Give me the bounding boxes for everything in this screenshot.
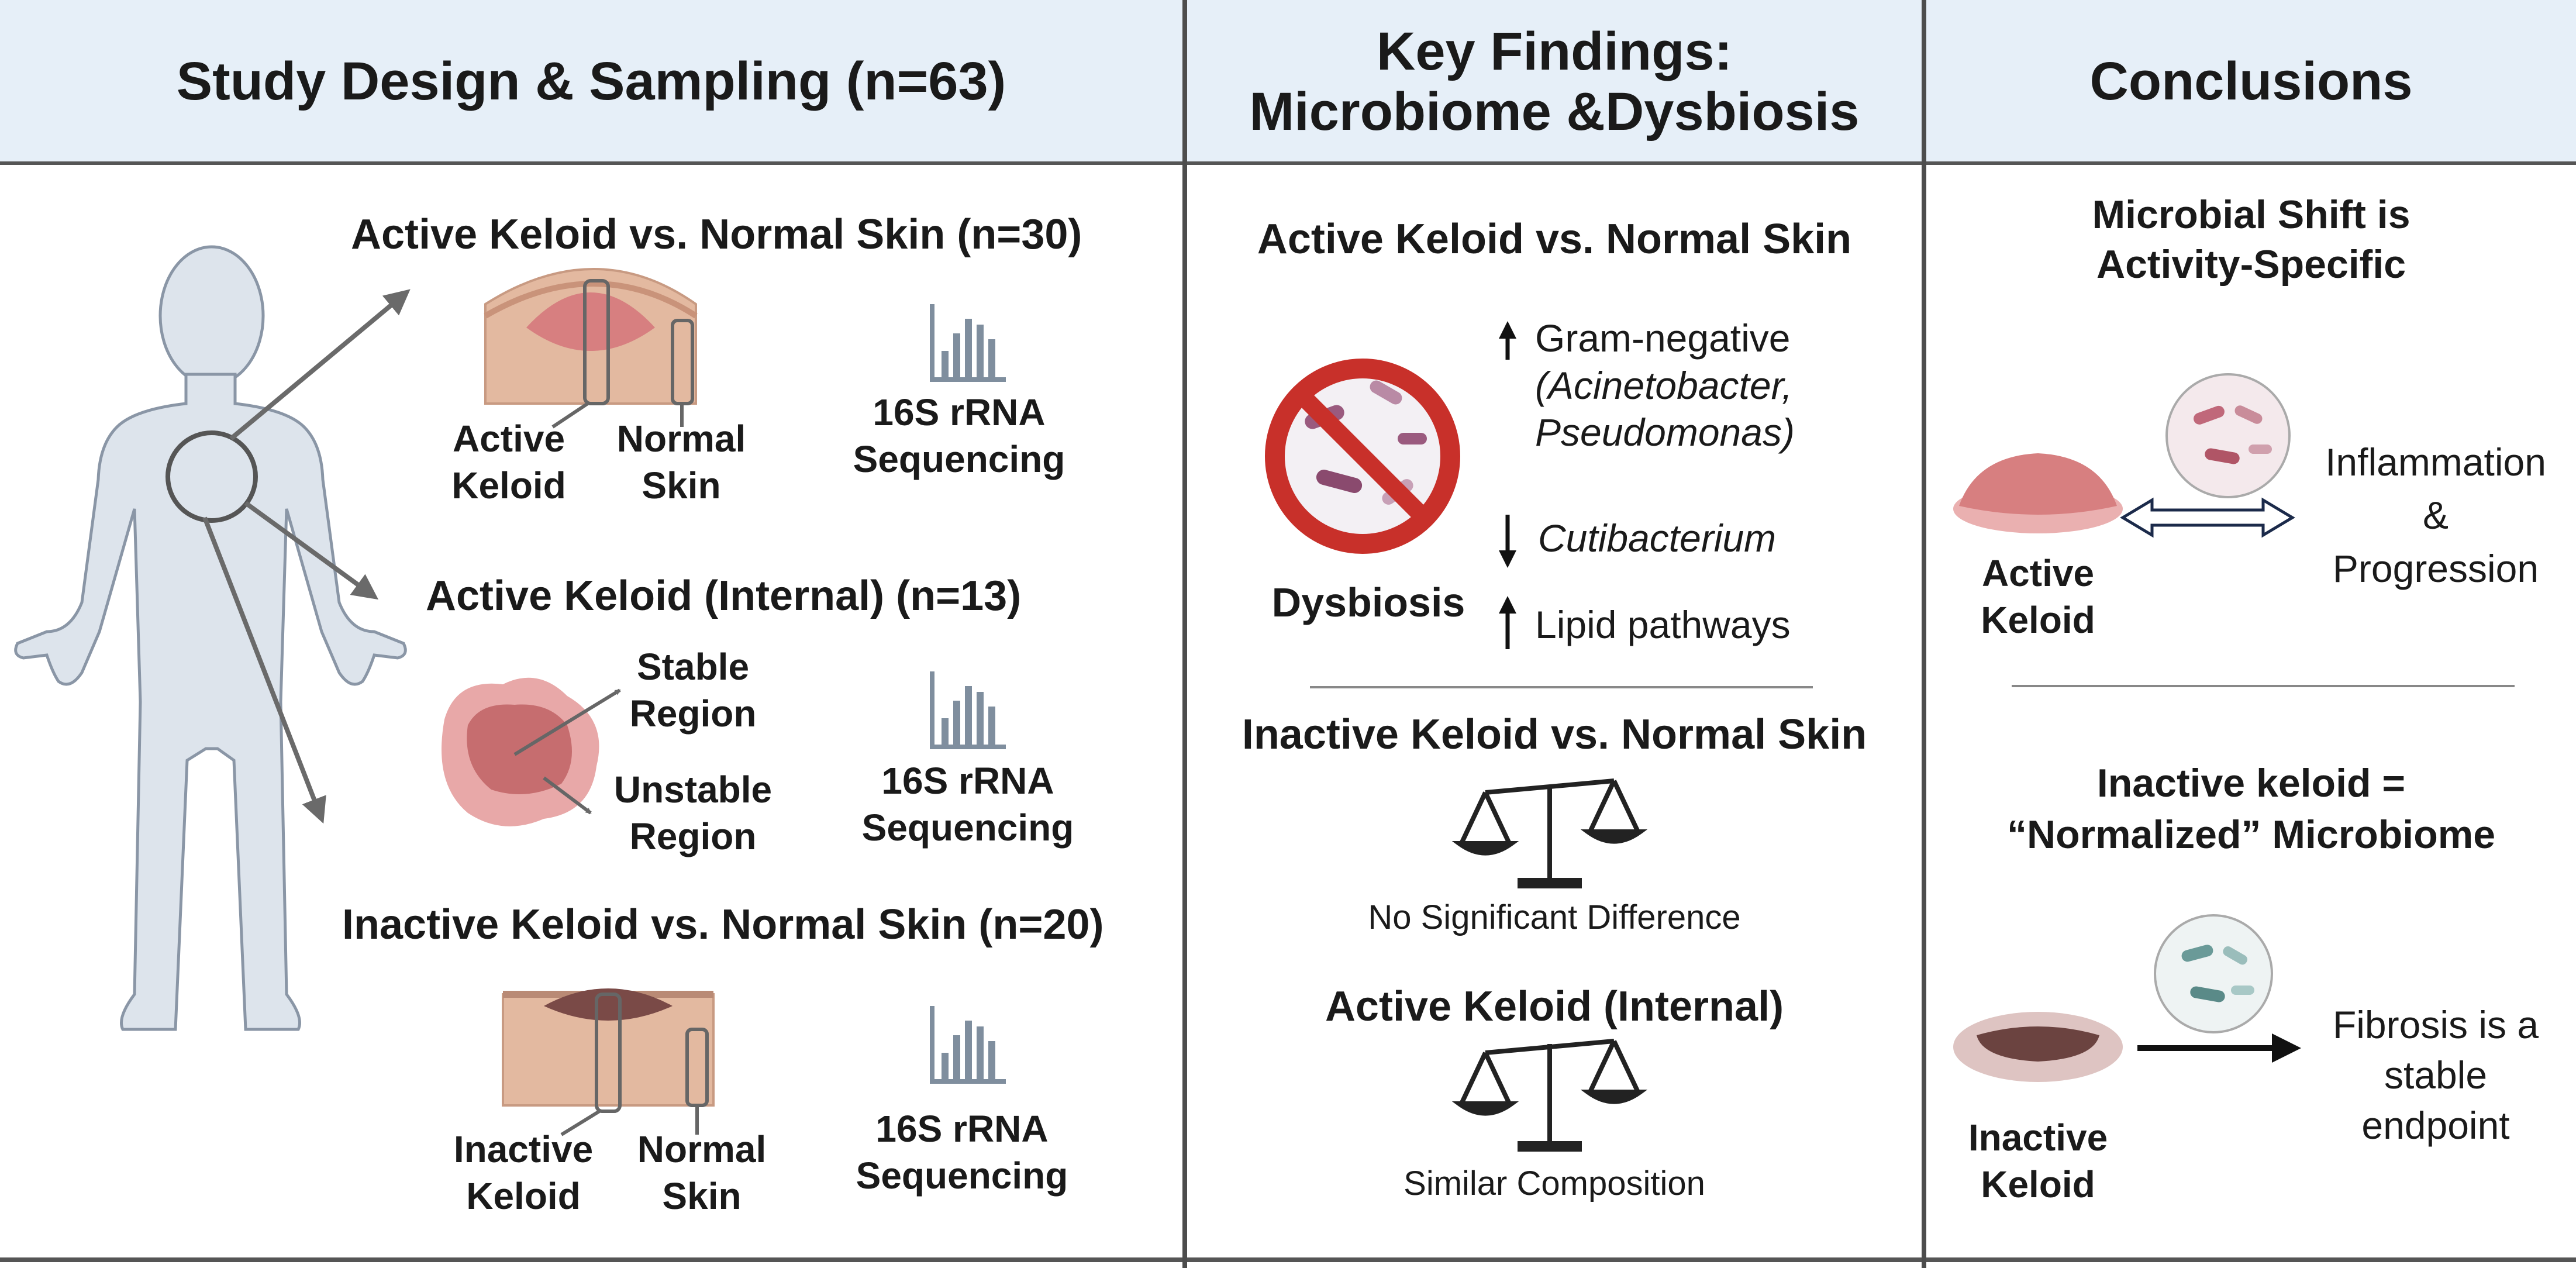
conclusion1-keloid-label: Active Keloid [1971,550,2105,643]
cutibacterium-finding: Cutibacterium [1538,516,1777,560]
group2-label-a-line1: Stable [636,646,750,688]
conclusion2-line1: Inactive keloid = [2096,761,2406,805]
arrow-to-group1 [229,289,411,441]
conclusion2-line2: “Normalized” Microbiome [2006,812,2496,857]
conclusion2-title: Inactive keloid = “Normalized” Microbiom… [1926,757,2576,861]
group1-seq-line2: Sequencing [853,438,1065,480]
group2-seq-line2: Sequencing [861,807,1074,849]
group3-label-a-line1: Inactive [453,1128,594,1170]
conclusion2-outcome-line2: stable [2384,1053,2488,1097]
findings-column-title: Key Findings: Microbiome &Dysbiosis [1187,0,1922,164]
sample-site-circle [165,430,258,523]
balance-scale-icon [1451,778,1648,888]
balance-scale-icon-2 [1451,1039,1648,1152]
group2-sequencing-label: 16S rRNA Sequencing [857,757,1079,851]
conclusions-title-text: Conclusions [2089,51,2413,112]
group2-label-b-line2: Region [629,815,757,857]
group3-sequencing-label: 16S rRNA Sequencing [851,1105,1073,1199]
conclusion2-keloid-line1: Inactive [1968,1117,2108,1159]
design-column-title: Study Design & Sampling (n=63) [0,0,1182,164]
group2-label-a: Stable Region [614,643,772,737]
findings-inactive-title: Inactive Keloid vs. Normal Skin [1242,711,1867,758]
findings-active-title: Active Keloid vs. Normal Skin [1257,216,1852,263]
double-arrow-icon [2120,497,2295,538]
group2-seq-line1: 16S rRNA [881,760,1054,802]
design-title-text: Study Design & Sampling (n=63) [176,51,1006,112]
conclusion1-line2: Activity-Specific [2096,242,2406,287]
dysbiosis-label: Dysbiosis [1271,580,1465,625]
conclusion1-keloid-line1: Active [1981,552,2095,594]
conclusion1-line1: Microbial Shift is [2092,192,2411,237]
group2-label-b: Unstable Region [602,766,784,860]
microbe-dish-icon-2 [2154,914,2273,1033]
group1-seq-line1: 16S rRNA [873,391,1046,433]
conclusion1-outcome: Inflammation & Progression [2295,436,2576,595]
gram-negative-finding: Gram-negative (Acinetobacter, Pseudomona… [1535,315,1795,456]
active-keloid-icon [1953,453,2123,533]
human-body-icon [14,245,407,1031]
conclusion1-title: Microbial Shift is Activity-Specific [1926,190,2576,290]
sequencing-bars-icon-3 [930,1006,1006,1084]
conclusion1-outcome-line3: Progression [2332,547,2539,591]
gram-negative-line2: (Acinetobacter, [1535,363,1793,407]
group3-label-b-line1: Normal [637,1128,767,1170]
column-divider-right [1922,0,1926,1268]
no-significant-difference: No Significant Difference [1368,898,1741,936]
gram-negative-line3: Pseudomonas) [1535,411,1795,454]
findings-title-line1: Key Findings: [1376,21,1733,81]
prohibited-bacteria-icon [1265,359,1460,554]
conclusion2-keloid-label: Inactive Keloid [1965,1114,2111,1208]
group2-title: Active Keloid (Internal) (n=13) [426,573,1022,619]
group1-label-a-line1: Active [452,418,565,460]
inactive-keloid-icon [1953,1012,2123,1082]
bottom-divider [0,1257,2576,1262]
header-divider [0,161,2576,165]
conclusion2-outcome: Fibrosis is a stable endpoint [2301,1000,2570,1150]
keloid-top-view-icon [442,677,621,826]
group2-label-a-line2: Region [629,692,757,735]
group1-label-b: Normal Skin [614,415,749,509]
similar-composition: Similar Composition [1403,1164,1705,1202]
group3-label-a-line2: Keloid [466,1175,581,1217]
conclusion2-outcome-line3: endpoint [2361,1103,2510,1147]
conclusions-column-title: Conclusions [1926,0,2576,164]
conclusion1-outcome-line1: Inflammation [2325,440,2546,484]
findings-internal-title: Active Keloid (Internal) [1325,983,1784,1030]
group1-label-a: Active Keloid [450,415,567,509]
group1-sequencing-label: 16S rRNA Sequencing [848,389,1070,483]
conclusion2-outcome-line1: Fibrosis is a [2332,1003,2539,1046]
group3-seq-line2: Sequencing [856,1155,1068,1197]
microbe-dish-icon [2165,373,2291,498]
group3-title: Inactive Keloid vs. Normal Skin (n=20) [342,901,1104,948]
conclusion2-keloid-line2: Keloid [1981,1163,2095,1205]
arrow-to-group3 [202,516,326,824]
lipid-pathways-finding: Lipid pathways [1535,603,1791,646]
group1-label-a-line2: Keloid [451,464,566,506]
column-divider-left [1182,0,1187,1268]
header-band [0,0,2576,164]
group1-title: Active Keloid vs. Normal Skin (n=30) [351,211,1082,258]
gram-negative-line1: Gram-negative [1535,316,1791,360]
group3-label-a: Inactive Keloid [450,1126,596,1219]
group1-label-b-line1: Normal [616,418,746,460]
conclusion1-outcome-line2: & [2422,494,2449,537]
conclusion1-keloid-line2: Keloid [1981,599,2095,641]
sequencing-bars-icon-2 [930,671,1006,749]
group3-seq-line1: 16S rRNA [875,1108,1049,1150]
group3-label-b-line2: Skin [662,1175,742,1217]
skin-cross-section-icon-inactive [502,988,715,1136]
group1-label-b-line2: Skin [642,464,721,506]
findings-title-line2: Microbiome &Dysbiosis [1249,82,1860,142]
arrow-to-group2 [244,501,379,600]
sequencing-bars-icon [930,304,1006,382]
group3-label-b: Normal Skin [634,1126,769,1219]
group2-label-b-line1: Unstable [613,769,773,811]
skin-cross-section-icon [484,268,698,429]
